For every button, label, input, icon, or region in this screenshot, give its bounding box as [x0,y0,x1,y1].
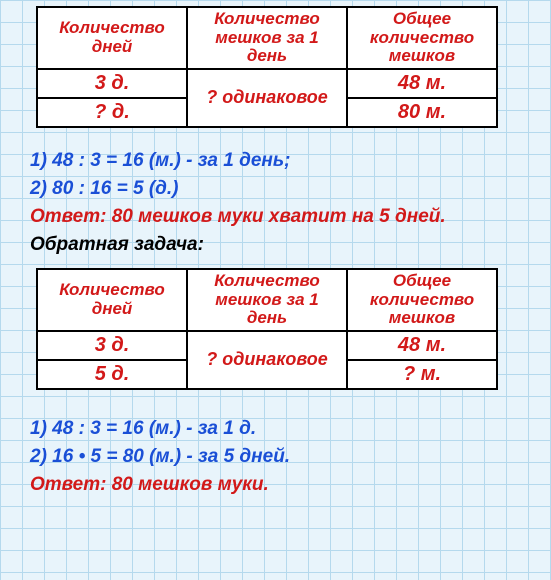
solution2-step2: 2) 16 • 5 = 80 (м.) - за 5 дней. [30,446,537,468]
t1-r1c3: 48 м. [347,69,497,98]
solution1-answer: Ответ: 80 мешков муки хватит на 5 дней. [30,206,537,228]
t2-h1: Количество дней [37,269,187,331]
problem-table-1: Количество дней Количество мешков за 1 д… [36,6,498,128]
t2-r2c1: 5 д. [37,360,187,389]
t2-r2c3: ? м. [347,360,497,389]
solution2-answer: Ответ: 80 мешков муки. [30,474,537,496]
solution2-step1: 1) 48 : 3 = 16 (м.) - за 1 д. [30,418,537,440]
t2-r1c3: 48 м. [347,331,497,360]
t1-middle: ? одинаковое [187,69,347,127]
solution1-step1: 1) 48 : 3 = 16 (м.) - за 1 день; [30,150,537,172]
t2-middle: ? одинаковое [187,331,347,389]
t1-h1: Количество дней [37,7,187,69]
t1-h2: Количество мешков за 1 день [187,7,347,69]
t1-r2c3: 80 м. [347,98,497,127]
t2-h2: Количество мешков за 1 день [187,269,347,331]
problem-table-2: Количество дней Количество мешков за 1 д… [36,268,498,390]
t1-r2c1: ? д. [37,98,187,127]
t1-r1c1: 3 д. [37,69,187,98]
t2-r1c1: 3 д. [37,331,187,360]
t1-h3: Общее количество мешков [347,7,497,69]
t2-h3: Общее количество мешков [347,269,497,331]
solution1-step2: 2) 80 : 16 = 5 (д.) [30,178,537,200]
reverse-problem-label: Обратная задача: [30,234,537,256]
